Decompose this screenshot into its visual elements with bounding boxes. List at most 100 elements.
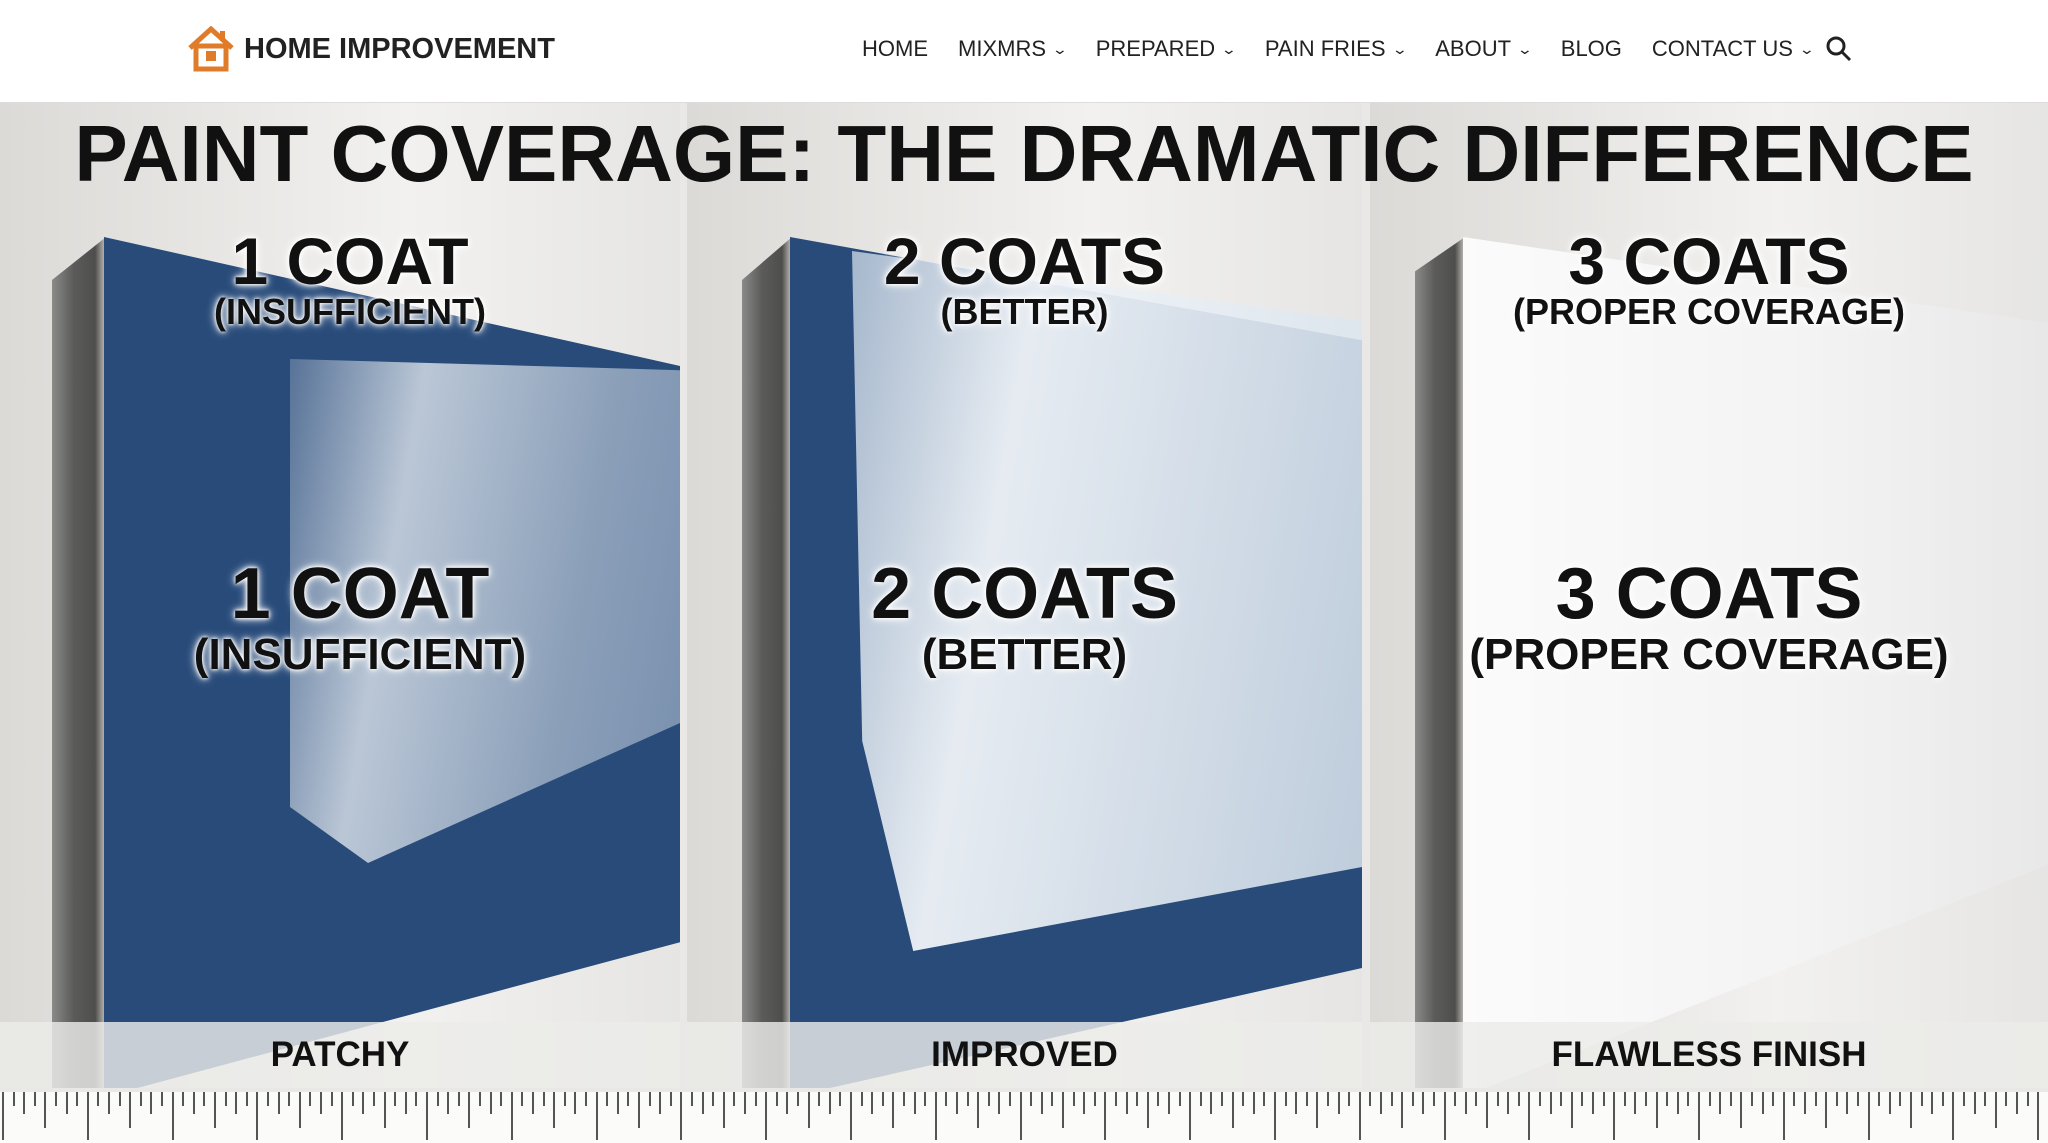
ruler-tick: [1994, 1092, 1997, 1128]
ruler-tick: [1475, 1092, 1478, 1106]
ruler-tick: [903, 1092, 905, 1106]
ruler-tick: [1941, 1092, 1944, 1106]
ruler-tick: [775, 1092, 778, 1106]
ruler-tick: [245, 1092, 248, 1106]
ruler-tick: [447, 1092, 450, 1114]
ruler-tick: [1793, 1092, 1796, 1106]
ruler-tick: [1602, 1092, 1605, 1106]
ruler-tick: [1104, 1092, 1107, 1140]
ruler-tick: [553, 1092, 556, 1128]
nav-label: CONTACT US: [1651, 36, 1793, 61]
nav-home[interactable]: HOME: [862, 36, 928, 62]
nav-label: HOME: [862, 36, 928, 61]
ruler-tick: [892, 1092, 895, 1128]
ruler-tick: [797, 1092, 799, 1106]
ruler-tick: [192, 1092, 195, 1114]
ruler-tick: [1210, 1092, 1213, 1114]
top-label: 1 COAT: [231, 224, 469, 298]
board-edge: [52, 237, 106, 1088]
ruler-tick: [1464, 1092, 1467, 1114]
ruler-tick: [638, 1092, 640, 1128]
ruler-tick: [1570, 1092, 1573, 1128]
ruler-tick: [542, 1092, 545, 1106]
mid-label: 1 COAT: [230, 554, 490, 634]
ruler-tick: [500, 1092, 503, 1106]
nav-about[interactable]: ABOUT ⌄: [1435, 36, 1533, 62]
ruler-tick: [415, 1092, 418, 1106]
ruler-tick: [277, 1092, 280, 1114]
nav-pain-fries[interactable]: PAIN FRIES ⌄: [1264, 36, 1408, 62]
nav-blog[interactable]: BLOG: [1561, 36, 1622, 62]
ruler-tick: [171, 1092, 174, 1140]
nav-contact[interactable]: CONTACT US ⌄: [1651, 36, 1815, 62]
ruler-tick: [426, 1092, 428, 1140]
ruler-tick: [362, 1092, 365, 1114]
mid-label: 3 COATS: [1555, 554, 1863, 634]
nav-label: PREPARED: [1095, 36, 1216, 61]
ruler-tick: [76, 1092, 79, 1106]
ruler-tick: [595, 1092, 598, 1140]
page-title: PAINT COVERAGE: THE DRAMATIC DIFFERENCE: [74, 109, 1974, 198]
ruler-tick: [1973, 1092, 1976, 1114]
ruler-tick: [383, 1092, 386, 1128]
ruler-tick: [786, 1092, 789, 1114]
search-icon[interactable]: [1826, 36, 1852, 62]
ruler-tick: [1592, 1092, 1594, 1114]
ruler-tick: [298, 1092, 301, 1128]
ruler-tick: [828, 1092, 831, 1114]
ruler-tick: [182, 1092, 185, 1106]
ruler-tick: [65, 1092, 68, 1114]
ruler-tick: [1316, 1092, 1319, 1128]
ruler-tick: [648, 1092, 651, 1106]
ruler-tick: [86, 1092, 89, 1140]
ruler-tick: [691, 1092, 693, 1106]
nav-prepared[interactable]: PREPARED ⌄: [1095, 36, 1237, 62]
ruler-tick: [1030, 1092, 1033, 1106]
ruler-tick: [1528, 1092, 1531, 1140]
brand-logo[interactable]: HOME IMPROVEMENT: [186, 26, 555, 72]
caption: IMPROVED: [687, 1022, 1362, 1088]
ruler-tick: [1093, 1092, 1096, 1106]
ruler-tick: [1676, 1092, 1679, 1114]
ruler-tick: [722, 1092, 725, 1128]
ruler-tick: [1634, 1092, 1637, 1114]
board-edge: [1415, 237, 1465, 1088]
ruler-tick: [118, 1092, 121, 1106]
ruler-tick: [585, 1092, 587, 1106]
ruler-tick: [1782, 1092, 1785, 1140]
ruler-tick: [839, 1092, 842, 1106]
ruler-tick: [1401, 1092, 1404, 1128]
ruler-tick: [1963, 1092, 1965, 1106]
ruler-tick: [1019, 1092, 1022, 1140]
ruler-tick: [966, 1092, 969, 1106]
ruler-tick: [1899, 1092, 1902, 1106]
ruler-tick: [267, 1092, 269, 1106]
ruler-tick: [12, 1092, 15, 1106]
ruler-tick: [1740, 1092, 1743, 1128]
ruler-tick: [1496, 1092, 1499, 1106]
ruler-tick: [288, 1092, 291, 1106]
top-sublabel: (BETTER): [940, 291, 1109, 332]
ruler-tick: [1719, 1092, 1722, 1114]
ruler-tick: [754, 1092, 757, 1106]
ruler-tick: [1125, 1092, 1128, 1114]
ruler-tick: [1560, 1092, 1563, 1106]
ruler-tick: [129, 1092, 132, 1128]
ruler-tick: [1623, 1092, 1626, 1106]
ruler-tick: [1146, 1092, 1149, 1128]
ruler-tick: [1009, 1092, 1011, 1106]
ruler-tick: [1846, 1092, 1849, 1114]
ruler-tick: [2016, 1092, 2018, 1114]
ruler-tick: [1984, 1092, 1987, 1106]
nav-label: MIXMRS: [958, 36, 1046, 61]
nav-label: PAIN FRIES: [1264, 36, 1386, 61]
ruler-tick: [1814, 1092, 1817, 1106]
ruler-tick: [1178, 1092, 1181, 1106]
nav-mixmrs[interactable]: MIXMRS ⌄: [958, 36, 1068, 62]
ruler-tick: [1062, 1092, 1064, 1128]
top-label: 2 COATS: [883, 224, 1166, 298]
ruler-tick: [701, 1092, 704, 1114]
ruler-tick: [373, 1092, 375, 1106]
ruler-tick: [1517, 1092, 1520, 1106]
ruler-tick: [330, 1092, 333, 1106]
